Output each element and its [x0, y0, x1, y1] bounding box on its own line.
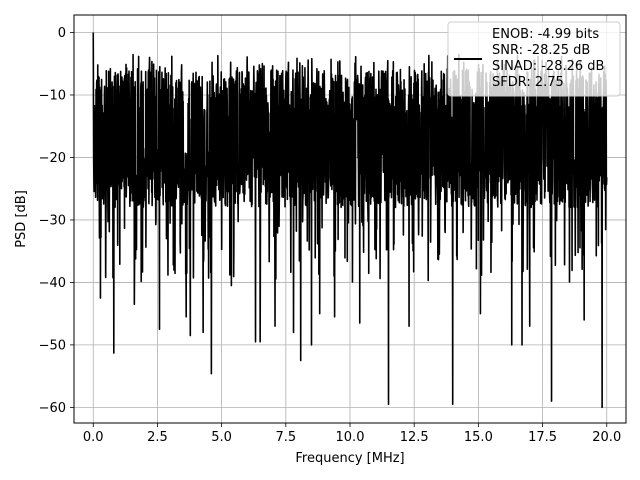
x-axis-label: Frequency [MHz]	[295, 451, 404, 466]
psd-series	[92, 32, 608, 409]
x-tick-label: 20.0	[592, 430, 621, 445]
x-tick-label: 12.5	[400, 430, 429, 445]
y-ticks: 0 −10 −20 −30 −40 −50 −60	[39, 26, 74, 416]
x-tick-label: 5.0	[211, 430, 232, 445]
y-tick-label: −40	[39, 276, 66, 291]
y-tick-label: −60	[39, 401, 66, 416]
x-ticks: 0.0 2.5 5.0 7.5 10.0 12.5 15.0 17.5 20.0	[83, 423, 621, 445]
y-tick-label: 0	[58, 26, 66, 41]
legend-snr: SNR: -28.25 dB	[492, 43, 590, 58]
x-tick-label: 10.0	[336, 430, 365, 445]
x-tick-label: 2.5	[147, 430, 168, 445]
x-tick-label: 15.0	[464, 430, 493, 445]
psd-trace	[92, 32, 608, 409]
x-tick-label: 0.0	[83, 430, 104, 445]
y-tick-label: −30	[39, 213, 66, 228]
y-tick-label: −10	[39, 88, 66, 103]
legend-enob: ENOB: -4.99 bits	[492, 27, 599, 42]
x-tick-label: 17.5	[528, 430, 557, 445]
y-tick-label: −20	[39, 151, 66, 166]
legend-box	[447, 21, 621, 97]
y-tick-label: −50	[39, 338, 66, 353]
legend: ENOB: -4.99 bits SNR: -28.25 dB SINAD: -…	[447, 21, 621, 97]
legend-sinad: SINAD: -28.26 dB	[492, 59, 604, 74]
legend-sfdr: SFDR: 2.75	[492, 75, 564, 90]
x-tick-label: 7.5	[275, 430, 296, 445]
y-axis-label: PSD [dB]	[14, 190, 29, 248]
